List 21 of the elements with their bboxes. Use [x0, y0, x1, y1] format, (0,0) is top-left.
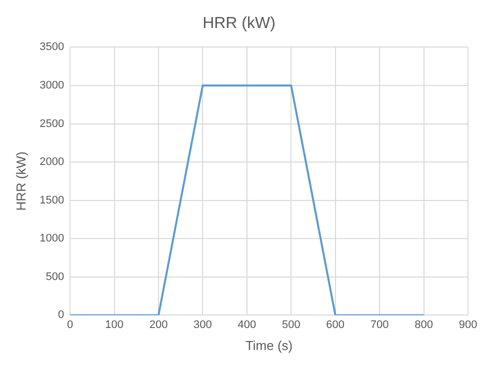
y-tick-label: 2500	[40, 118, 64, 130]
y-tick-label: 500	[46, 270, 64, 283]
y-axis-title: HRR (kW)	[13, 152, 28, 211]
y-tick-label: 2000	[40, 156, 64, 168]
x-tick-label: 300	[194, 318, 212, 331]
y-tick-label: 1500	[40, 194, 64, 206]
x-tick-label: 0	[67, 318, 74, 331]
x-tick-label: 400	[238, 318, 256, 331]
x-axis-title: Time (s)	[245, 338, 293, 353]
x-tick-label: 200	[149, 318, 168, 331]
y-tick-label: 3500	[40, 41, 64, 54]
x-tick-label: 100	[105, 318, 124, 331]
chart-title: HRR (kW)	[202, 15, 276, 32]
y-tick-label: 0	[58, 309, 64, 322]
x-tick-label: 700	[370, 318, 389, 331]
x-tick-label: 900	[458, 318, 478, 331]
y-tick-label: 1000	[40, 232, 64, 245]
x-tick-label: 800	[414, 318, 433, 331]
x-tick-label: 500	[282, 318, 300, 331]
y-tick-label: 3000	[40, 80, 64, 92]
x-tick-label: 600	[326, 318, 345, 331]
